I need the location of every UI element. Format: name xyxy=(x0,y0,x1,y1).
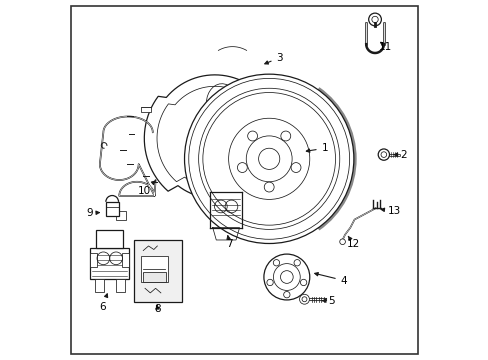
Circle shape xyxy=(273,260,279,266)
Text: 7: 7 xyxy=(226,236,232,249)
Text: 13: 13 xyxy=(380,206,401,216)
Text: 2: 2 xyxy=(393,150,407,159)
Bar xyxy=(90,248,129,279)
Circle shape xyxy=(300,279,306,285)
Text: 1: 1 xyxy=(305,143,327,153)
Circle shape xyxy=(237,163,247,172)
Text: 3: 3 xyxy=(264,53,283,64)
Bar xyxy=(134,240,182,302)
Circle shape xyxy=(299,294,309,304)
Text: 9: 9 xyxy=(86,208,99,218)
Text: 10: 10 xyxy=(137,181,155,195)
Circle shape xyxy=(264,182,274,192)
Text: 4: 4 xyxy=(314,273,346,285)
Bar xyxy=(105,202,118,216)
Text: 12: 12 xyxy=(346,236,360,249)
Text: 11: 11 xyxy=(378,42,391,51)
Circle shape xyxy=(293,260,300,266)
Bar xyxy=(96,230,123,248)
Circle shape xyxy=(283,292,289,298)
Circle shape xyxy=(339,239,345,244)
Circle shape xyxy=(247,131,257,141)
Circle shape xyxy=(264,254,309,300)
Circle shape xyxy=(280,271,293,283)
Circle shape xyxy=(198,88,339,229)
Bar xyxy=(141,256,167,282)
Circle shape xyxy=(246,136,291,182)
Text: 8: 8 xyxy=(154,304,161,314)
Circle shape xyxy=(258,148,279,170)
Text: 5: 5 xyxy=(322,296,334,306)
Circle shape xyxy=(184,74,353,243)
Circle shape xyxy=(377,149,389,160)
Bar xyxy=(116,279,124,292)
Bar xyxy=(141,107,151,112)
Circle shape xyxy=(266,279,273,285)
Bar xyxy=(143,273,166,282)
Bar xyxy=(116,211,126,220)
Circle shape xyxy=(273,264,300,291)
Circle shape xyxy=(280,131,290,141)
Circle shape xyxy=(368,13,381,26)
Bar xyxy=(122,253,129,267)
Bar xyxy=(94,279,103,292)
Circle shape xyxy=(228,118,309,199)
Circle shape xyxy=(290,163,300,172)
Text: 6: 6 xyxy=(99,294,107,312)
Bar xyxy=(90,253,97,267)
